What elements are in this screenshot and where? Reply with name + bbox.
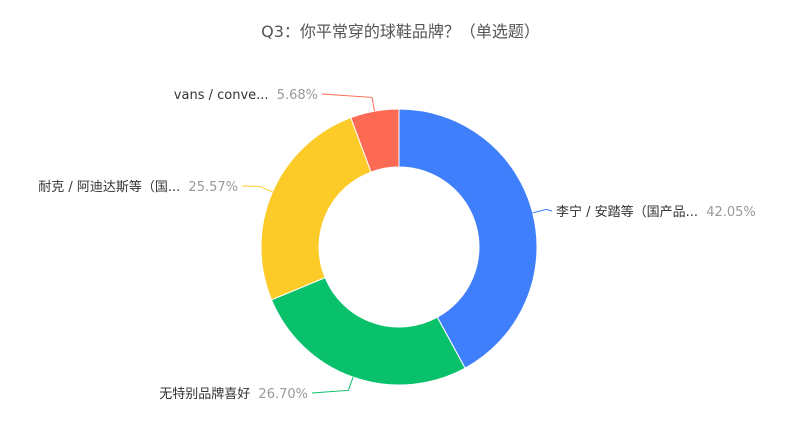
- leader-line-2: [241, 185, 273, 193]
- leader-line-3: [321, 93, 375, 112]
- slice-label-1: 无特别品牌喜好 26.70%: [159, 386, 308, 402]
- slice-1[interactable]: [270, 276, 466, 386]
- slice-3[interactable]: [350, 108, 400, 173]
- slice-label-2: 耐克 / 阿迪达斯等（国... 25.57%: [38, 179, 238, 195]
- chart-title: Q3：你平常穿的球鞋品牌？（单选题）: [261, 22, 540, 41]
- slice-label-3: vans / conve... 5.68%: [174, 88, 318, 103]
- leader-line-1: [311, 376, 354, 394]
- slice-0[interactable]: [398, 108, 538, 369]
- leader-line-0: [532, 208, 553, 214]
- slice-label-0: 李宁 / 安踏等（国产品... 42.05%: [556, 204, 756, 220]
- slice-2[interactable]: [260, 117, 372, 301]
